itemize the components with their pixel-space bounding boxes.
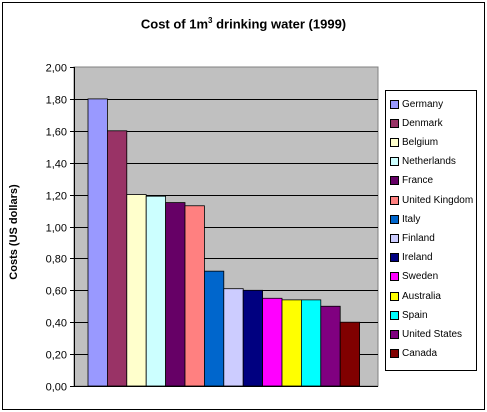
bar-sweden <box>262 297 283 387</box>
legend-label: United Kingdom <box>402 194 474 206</box>
bar-netherlands <box>145 195 166 387</box>
legend-item-netherlands: Netherlands <box>390 155 456 169</box>
legend-item-canada: Canada <box>390 347 437 361</box>
legend-item-denmark: Denmark <box>390 116 443 130</box>
legend-label: Finland <box>402 232 435 244</box>
legend-swatch <box>390 137 399 147</box>
legend-label: Italy <box>402 213 421 225</box>
legend-swatch <box>390 272 399 282</box>
legend-label: Spain <box>402 309 428 321</box>
y-tick-label: 0,80 <box>46 254 67 266</box>
bar-france <box>165 202 186 387</box>
legend-swatch <box>390 349 399 359</box>
bar-australia <box>281 299 302 387</box>
legend-label: Sweden <box>402 271 439 283</box>
bar-belgium <box>126 194 147 387</box>
y-tick-label: 1,20 <box>46 191 67 203</box>
legend-label: Denmark <box>402 117 443 129</box>
legend-swatch <box>390 195 399 205</box>
bar-finland <box>223 288 244 387</box>
y-tick-label: 1,80 <box>46 95 67 107</box>
legend-swatch <box>390 214 399 224</box>
bar-ireland <box>242 289 263 387</box>
legend-label: United States <box>402 328 463 340</box>
legend-swatch <box>390 329 399 339</box>
legend-label: Canada <box>402 348 438 360</box>
y-tick-label: 2,00 <box>46 63 67 75</box>
legend-item-germany: Germany <box>390 97 443 111</box>
legend-swatch <box>390 291 399 301</box>
bar-canada <box>339 321 361 387</box>
legend-item-spain: Spain <box>390 308 428 322</box>
bar-denmark <box>107 130 128 387</box>
legend-label: France <box>402 175 434 187</box>
legend-swatch <box>390 233 399 243</box>
legend-item-finland: Finland <box>390 231 435 245</box>
y-tick-label: 0,00 <box>46 382 67 394</box>
legend-item-australia: Australia <box>390 289 441 303</box>
y-tick-label: 0,60 <box>46 286 67 298</box>
chart-title-rest: drinking water (1999) <box>212 16 347 32</box>
legend-label: Ireland <box>402 252 433 264</box>
bar-italy <box>203 270 225 387</box>
legend-item-sweden: Sweden <box>390 270 438 284</box>
bar-united-states <box>320 305 341 387</box>
legend-label: Germany <box>402 98 444 110</box>
y-tick-label: 1,60 <box>46 127 67 139</box>
legend: Germany Denmark Belgium Netherlands France Un… <box>385 90 477 371</box>
bar-spain <box>300 299 322 387</box>
legend-item-belgium: Belgium <box>390 135 438 149</box>
legend-label: Australia <box>402 290 441 302</box>
y-tick-label: 1,40 <box>46 159 67 171</box>
y-tick-label: 0,40 <box>46 318 67 330</box>
y-tick-label: 0,20 <box>46 350 67 362</box>
legend-label: Netherlands <box>402 156 456 168</box>
chart-title-main: Cost of 1m <box>140 16 209 32</box>
legend-swatch <box>390 253 399 263</box>
legend-item-united-states: United States <box>390 327 462 341</box>
chart-title: Cost of 1m3 drinking water (1999) <box>0 16 487 31</box>
legend-swatch <box>390 99 399 109</box>
legend-label: Belgium <box>402 136 439 148</box>
legend-swatch <box>390 176 399 186</box>
legend-item-italy: Italy <box>390 212 420 226</box>
legend-item-france: France <box>390 174 433 188</box>
y-axis-label: Costs (US dollars) <box>8 184 20 280</box>
bar-united-kingdom <box>184 205 205 387</box>
legend-item-ireland: Ireland <box>390 251 433 265</box>
legend-swatch <box>390 157 399 167</box>
legend-swatch <box>390 310 399 320</box>
y-tick-label: 1,00 <box>46 223 67 235</box>
chart-title-superscript: 3 <box>208 16 213 25</box>
legend-swatch <box>390 118 399 128</box>
bar-germany <box>87 98 108 387</box>
legend-item-united-kingdom: United Kingdom <box>390 193 473 207</box>
